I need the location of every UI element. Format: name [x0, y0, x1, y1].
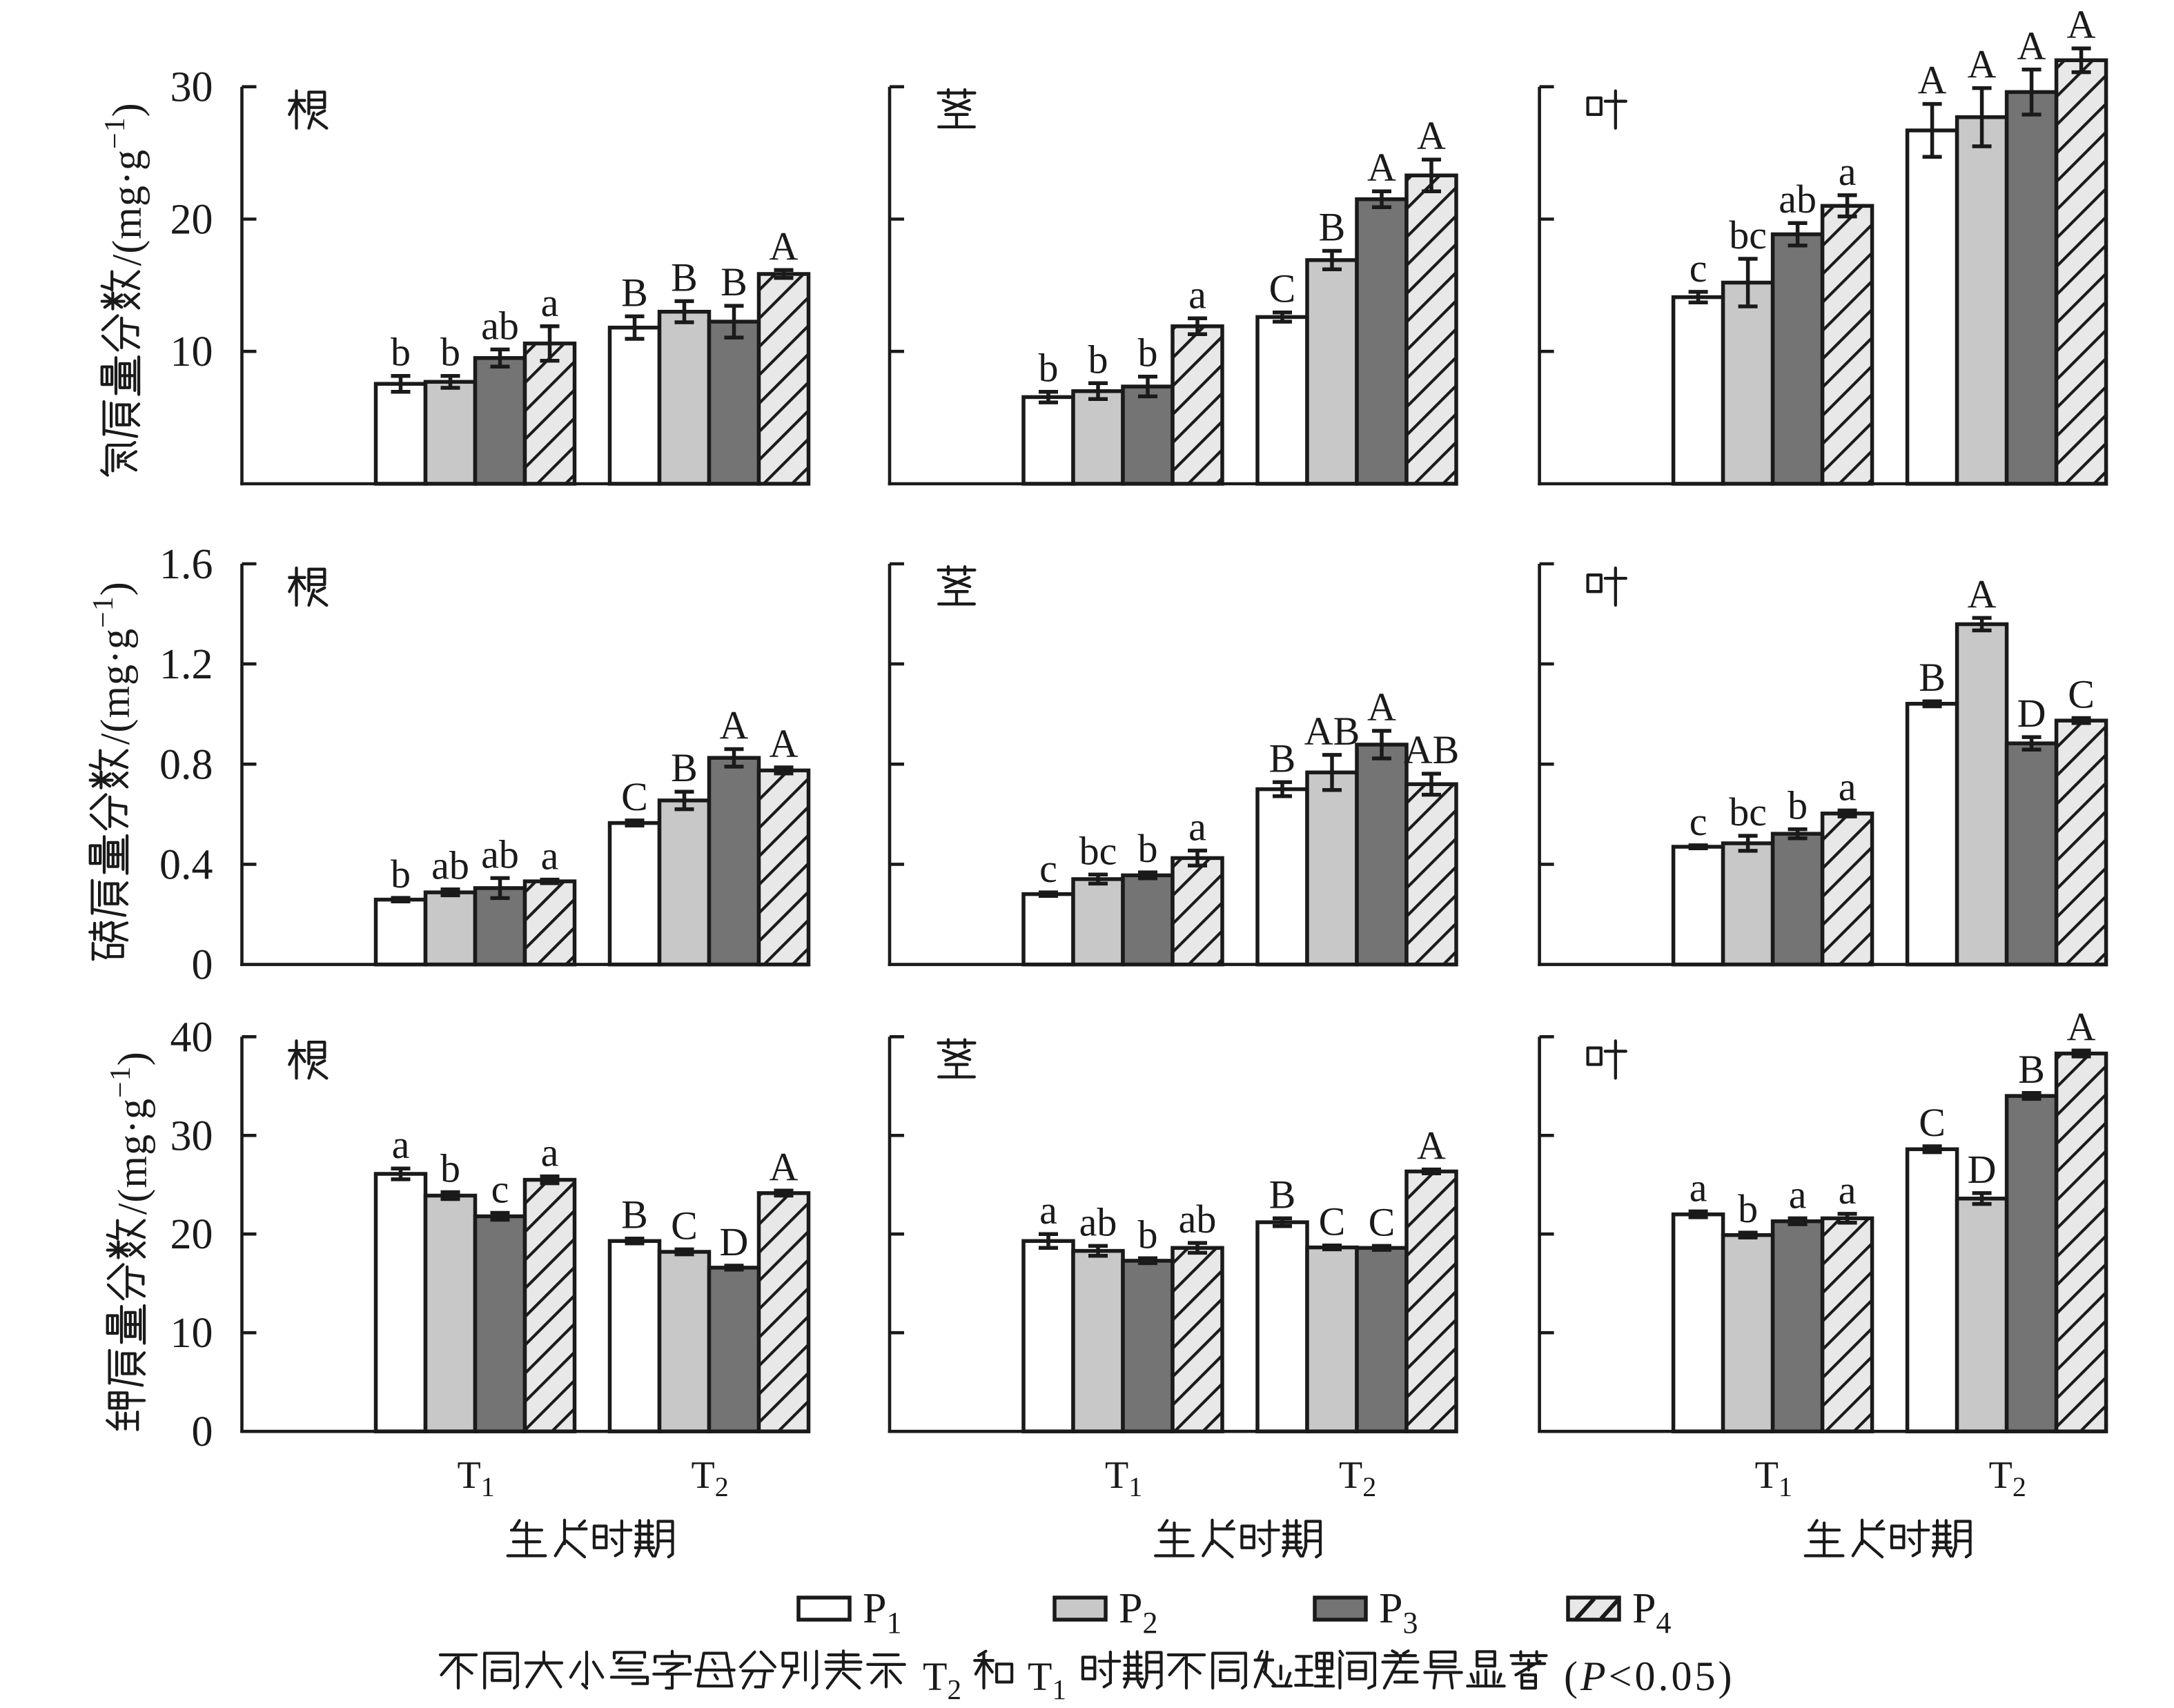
svg-text:c: c [1690, 246, 1707, 291]
svg-text:b: b [391, 852, 411, 896]
svg-text:B: B [671, 745, 698, 790]
svg-text:C: C [1369, 1199, 1396, 1244]
svg-text:B: B [1269, 1172, 1296, 1217]
svg-text:P3: P3 [1379, 1585, 1418, 1640]
svg-text:/(mg·g−1): /(mg·g−1) [105, 1051, 155, 1215]
svg-text:a: a [1839, 1168, 1857, 1213]
svg-text:b: b [1138, 1212, 1158, 1257]
svg-text:0: 0 [192, 942, 213, 989]
svg-text:A: A [2017, 23, 2046, 68]
svg-text:bc: bc [1729, 789, 1767, 834]
svg-text:D: D [2017, 691, 2046, 736]
svg-text:A: A [770, 721, 799, 766]
svg-text:B: B [621, 1192, 648, 1237]
svg-text:ab: ab [481, 832, 519, 876]
svg-text:20: 20 [170, 1211, 213, 1258]
svg-text:b: b [1738, 1186, 1758, 1231]
svg-text:(P<0.05): (P<0.05) [1564, 1653, 1734, 1699]
svg-text:a: a [541, 1130, 559, 1175]
svg-text:b: b [1088, 337, 1108, 382]
svg-text:10: 10 [170, 328, 213, 375]
svg-text:B: B [721, 259, 747, 304]
svg-text:A: A [2067, 2, 2096, 47]
svg-text:a: a [392, 1122, 410, 1167]
svg-text:a: a [541, 280, 559, 325]
svg-text:T1: T1 [458, 1454, 495, 1502]
svg-text:T1: T1 [1105, 1454, 1142, 1502]
svg-text:b: b [391, 330, 411, 375]
svg-text:T2: T2 [692, 1454, 729, 1502]
svg-text:A: A [1918, 58, 1947, 103]
svg-text:A: A [1367, 685, 1396, 729]
svg-text:A: A [1417, 1123, 1446, 1168]
svg-text:30: 30 [170, 64, 213, 111]
svg-text:a: a [1789, 1172, 1807, 1217]
svg-text:30: 30 [170, 1112, 213, 1159]
svg-text:B: B [621, 270, 648, 315]
svg-text:b: b [440, 330, 460, 375]
svg-text:A: A [720, 703, 749, 748]
svg-text:b: b [1039, 346, 1059, 391]
svg-text:C: C [1319, 1199, 1346, 1244]
svg-text:a: a [1839, 764, 1857, 809]
svg-text:B: B [1319, 205, 1346, 250]
svg-text:c: c [1690, 799, 1707, 844]
svg-text:P1: P1 [863, 1585, 901, 1640]
svg-text:T1: T1 [1755, 1454, 1792, 1502]
svg-text:ab: ab [1179, 1197, 1217, 1241]
svg-text:20: 20 [170, 197, 213, 244]
svg-text:0.4: 0.4 [159, 841, 213, 888]
svg-text:ab: ab [431, 843, 469, 888]
svg-text:A: A [770, 1144, 799, 1189]
svg-text:AB: AB [1304, 709, 1360, 754]
svg-text:B: B [2018, 1047, 2045, 1092]
svg-text:B: B [671, 255, 698, 300]
svg-text:B: B [1919, 655, 1946, 700]
svg-text:a: a [1690, 1165, 1707, 1210]
svg-text:c: c [491, 1167, 509, 1212]
svg-text:D: D [720, 1219, 749, 1264]
svg-text:b: b [1138, 826, 1158, 871]
svg-text:1.6: 1.6 [159, 541, 213, 588]
svg-text:a: a [541, 834, 559, 878]
svg-text:a: a [1039, 1188, 1057, 1233]
svg-text:a: a [1188, 805, 1206, 850]
svg-text:c: c [1039, 846, 1057, 891]
svg-text:C: C [1269, 266, 1296, 311]
svg-text:AB: AB [1404, 727, 1460, 772]
svg-text:0.8: 0.8 [159, 741, 213, 788]
svg-text:A: A [1367, 145, 1396, 190]
svg-text:a: a [1188, 272, 1206, 317]
svg-text:B: B [1269, 736, 1296, 781]
svg-text:D: D [1968, 1147, 1997, 1192]
svg-text:C: C [2068, 672, 2095, 717]
svg-text:C: C [1919, 1100, 1946, 1145]
svg-text:b: b [1138, 331, 1158, 375]
svg-text:A: A [1968, 42, 1997, 87]
svg-text:a: a [1839, 149, 1857, 194]
svg-text:1.2: 1.2 [159, 641, 213, 688]
svg-text:C: C [621, 774, 648, 819]
svg-text:C: C [671, 1203, 698, 1248]
svg-text:10: 10 [170, 1310, 213, 1357]
svg-text:A: A [770, 224, 799, 268]
svg-text:ab: ab [481, 303, 519, 348]
svg-text:40: 40 [170, 1014, 213, 1061]
svg-text:A: A [1417, 113, 1446, 158]
svg-text:A: A [1968, 571, 1997, 616]
svg-text:ab: ab [1079, 1199, 1117, 1244]
svg-text:A: A [2067, 1004, 2096, 1049]
svg-text:0: 0 [192, 1408, 213, 1455]
svg-text:bc: bc [1079, 828, 1117, 873]
svg-text:b: b [440, 1146, 460, 1191]
svg-text:bc: bc [1729, 213, 1767, 257]
svg-text:ab: ab [1779, 177, 1816, 222]
svg-text:b: b [1788, 783, 1808, 828]
